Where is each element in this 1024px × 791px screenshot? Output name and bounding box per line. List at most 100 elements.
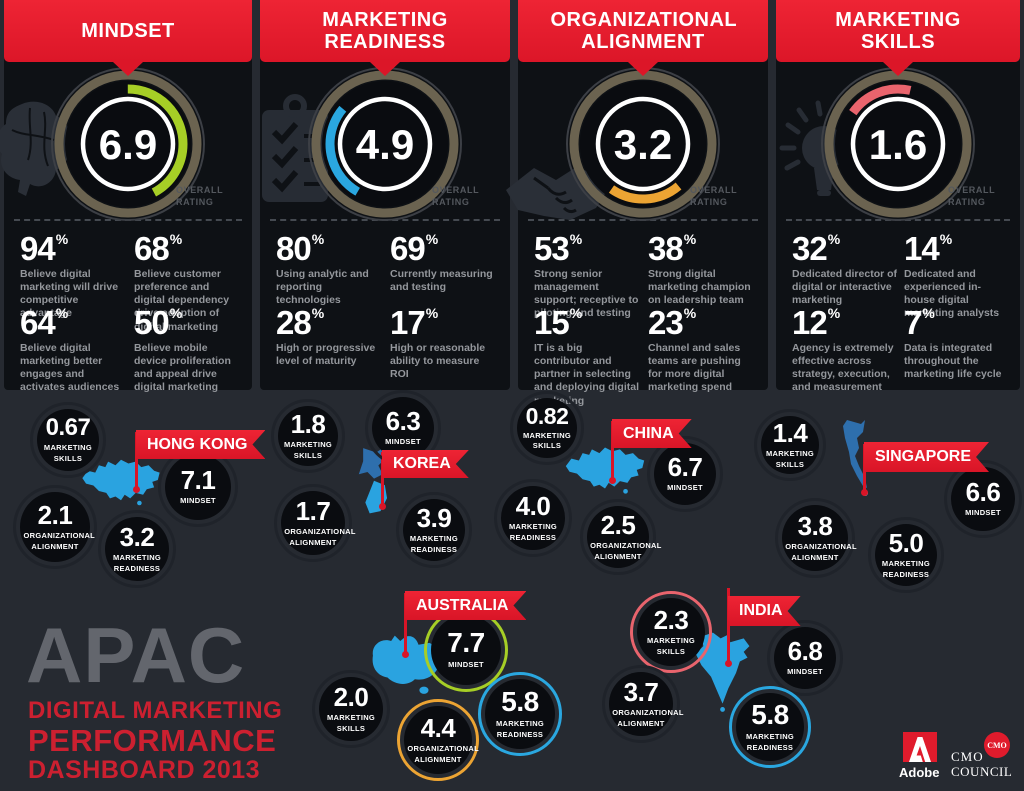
score-value: 7.1 [180, 465, 216, 496]
score-circle: 6.6 MINDSET [944, 460, 1022, 538]
panel-header-organizational-alignment: ORGANIZATIONAL ALIGNMENT [518, 0, 768, 62]
cmo-emblem-label: CMO [987, 740, 1007, 750]
score-circle: 5.0 MARKETING READINESS [868, 517, 944, 593]
overall-rating-label: OVERALL RATING [948, 185, 996, 208]
score-circle: 4.0 MARKETING READINESS [494, 479, 572, 557]
panel-header-marketing-readiness: MARKETING READINESS [260, 0, 510, 62]
stat-value: 69% [390, 230, 439, 267]
stat-value: 14% [904, 230, 953, 267]
score-value: 6.3 [385, 406, 421, 437]
stat-value: 38% [648, 230, 697, 267]
stat-value: 15% [534, 304, 583, 341]
score-label: MARKETING READINESS [745, 732, 795, 752]
flag-pin-icon [402, 651, 409, 658]
panel-title: ORGANIZATIONAL ALIGNMENT [550, 9, 738, 53]
stat: 23% Channel and sales teams are pushing … [648, 306, 754, 395]
stat: 7% Data is integrated throughout the mar… [904, 306, 1010, 381]
banner-pointer-icon [370, 62, 400, 76]
clipboard-icon [262, 94, 328, 202]
score-label: MINDSET [385, 437, 421, 447]
stat-label: Channel and sales teams are pushing for … [648, 342, 741, 394]
stat-label: Dedicated and experienced in-house digit… [904, 268, 1000, 320]
score-label: MARKETING SKILLS [43, 443, 93, 463]
map-india [695, 632, 750, 712]
panel-title: MARKETING READINESS [322, 9, 448, 53]
stat-label: Agency is extremely effective across str… [792, 342, 894, 394]
score-value: 7.7 [447, 627, 485, 659]
stat: 53% Strong senior management support; re… [534, 232, 640, 321]
stat-label: Currently measuring and testing [390, 268, 493, 294]
score-value: 5.8 [501, 686, 539, 718]
title-line-dashboard: DASHBOARD 2013 [28, 756, 261, 784]
score-circle: 1.7 ORGANIZATIONAL ALIGNMENT [274, 484, 355, 562]
panel-header-marketing-skills: MARKETING SKILLS [776, 0, 1020, 62]
flag-label: CHINA [623, 424, 674, 442]
score-value: 2.0 [333, 682, 369, 713]
gauge-marketing-readiness: 4.9 [308, 67, 462, 221]
title-line-digital-marketing: DIGITAL MARKETING [28, 697, 283, 724]
stat-value: 94% [20, 230, 69, 267]
cmo-council-emblem-icon: CMO [984, 732, 1010, 758]
score-label: ORGANIZATIONAL ALIGNMENT [407, 744, 479, 764]
score-value: 4.4 [420, 713, 456, 744]
score-value: 6.6 [965, 477, 1001, 508]
score-circle: 3.8 ORGANIZATIONAL ALIGNMENT [775, 498, 857, 578]
score-circle: 3.2 MARKETING READINESS [98, 510, 176, 588]
stat-label: Believe mobile device proliferation and … [134, 342, 231, 394]
score-value: 1.8 [290, 409, 326, 440]
score-label: ORGANIZATIONAL ALIGNMENT [785, 542, 857, 562]
score-circle: 1.4 MARKETING SKILLS [754, 409, 826, 481]
score-label: MINDSET [787, 667, 823, 677]
stat-value: 17% [390, 304, 439, 341]
flag-pole [381, 452, 384, 505]
score-label: MINDSET [448, 660, 484, 670]
score-value: 2.3 [653, 605, 689, 636]
adobe-logo-icon [903, 732, 937, 762]
score-label: MINDSET [667, 483, 703, 493]
score-circle: 2.1 ORGANIZATIONAL ALIGNMENT [13, 485, 97, 569]
score-label: ORGANIZATIONAL ALIGNMENT [23, 531, 96, 551]
score-circle: 7.1 MINDSET [158, 447, 238, 527]
panel-header-mindset: MINDSET [4, 0, 252, 62]
score-label: MARKETING SKILLS [646, 636, 696, 656]
score-label: ORGANIZATIONAL ALIGNMENT [590, 541, 662, 561]
score-circle: 4.4 ORGANIZATIONAL ALIGNMENT [397, 699, 479, 781]
flag-china: CHINA [612, 419, 692, 448]
map-australia [372, 635, 440, 694]
flag-pin-icon [609, 477, 616, 484]
panel-title: MARKETING SKILLS [835, 9, 961, 53]
flag-pole [404, 593, 407, 655]
flag-label: AUSTRALIA [416, 596, 509, 614]
flag-label: HONG KONG [147, 435, 248, 453]
flag-pole [611, 421, 614, 479]
score-label: MARKETING SKILLS [283, 440, 333, 460]
score-value: 6.7 [667, 452, 703, 483]
map-china [82, 459, 160, 506]
flag-pin-icon [379, 503, 386, 510]
stat-value: 53% [534, 230, 583, 267]
score-circle: 2.3 MARKETING SKILLS [630, 591, 712, 673]
score-circle: 6.7 MINDSET [647, 436, 723, 512]
flag-pole [727, 588, 730, 664]
stat: 14% Dedicated and experienced in-house d… [904, 232, 1010, 321]
flag-pin-icon [861, 489, 868, 496]
panel-mindset: MINDSET 6.9 OVERALL RATING 94% Believe d… [0, 0, 252, 393]
score-label: MINDSET [180, 496, 216, 506]
stat: 38% Strong digital marketing champion on… [648, 232, 754, 307]
flag-pin-icon [133, 486, 140, 493]
flag-singapore: SINGAPORE [864, 442, 989, 472]
stat-value: 32% [792, 230, 841, 267]
score-value: 0.67 [45, 414, 91, 442]
score-label: MARKETING READINESS [495, 719, 545, 739]
stat: 32% Dedicated director of digital or int… [792, 232, 898, 307]
flag-korea: KOREA [382, 450, 469, 478]
stat-label: High or reasonable ability to measure RO… [390, 342, 486, 381]
flag-india: INDIA [728, 596, 801, 626]
flag-hong-kong: HONG KONG [136, 430, 265, 459]
stat-value: 7% [904, 304, 935, 341]
cmo-logo-line1: CMO [951, 749, 984, 764]
flag-pole [135, 432, 138, 488]
flag-pin-icon [725, 660, 732, 667]
stat-value: 50% [134, 304, 183, 341]
